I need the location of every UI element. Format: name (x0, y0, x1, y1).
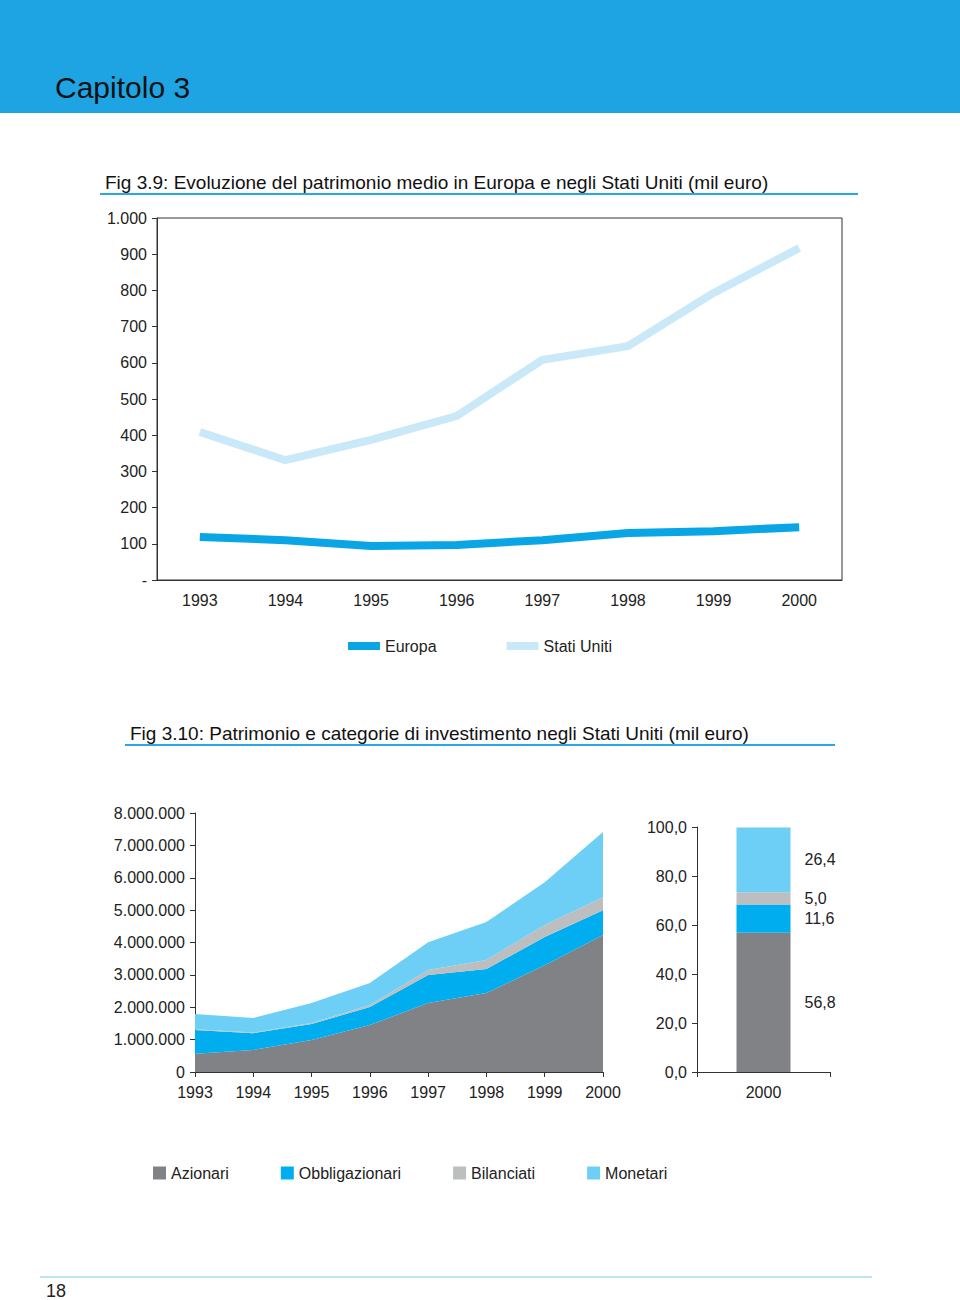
svg-text:80,0: 80,0 (656, 868, 687, 885)
svg-text:2000: 2000 (585, 1084, 621, 1101)
svg-text:300: 300 (120, 463, 147, 480)
svg-text:20,0: 20,0 (656, 1015, 687, 1032)
svg-text:Stati Uniti: Stati Uniti (544, 638, 612, 655)
svg-text:1994: 1994 (235, 1084, 271, 1101)
svg-text:800: 800 (120, 282, 147, 299)
svg-text:3.000.000: 3.000.000 (114, 966, 185, 983)
svg-text:Obbligazionari: Obbligazionari (299, 1165, 401, 1182)
svg-text:1996: 1996 (352, 1084, 388, 1101)
svg-text:700: 700 (120, 318, 147, 335)
svg-text:1996: 1996 (439, 592, 475, 609)
svg-text:100,0: 100,0 (647, 819, 687, 836)
svg-text:4.000.000: 4.000.000 (114, 934, 185, 951)
svg-text:56,8: 56,8 (805, 994, 836, 1011)
svg-text:6.000.000: 6.000.000 (114, 869, 185, 886)
svg-text:7.000.000: 7.000.000 (114, 837, 185, 854)
svg-text:Monetari: Monetari (605, 1165, 667, 1182)
svg-text:26,4: 26,4 (805, 851, 836, 868)
svg-text:1.000: 1.000 (107, 210, 147, 227)
svg-text:400: 400 (120, 427, 147, 444)
svg-text:5.000.000: 5.000.000 (114, 902, 185, 919)
svg-text:0: 0 (176, 1064, 185, 1081)
svg-text:1995: 1995 (353, 592, 389, 609)
svg-text:18: 18 (46, 1281, 66, 1300)
svg-text:1998: 1998 (469, 1084, 505, 1101)
svg-text:Fig 3.10: Patrimonio e categor: Fig 3.10: Patrimonio e categorie di inve… (130, 723, 749, 744)
svg-text:Capitolo 3: Capitolo 3 (55, 71, 190, 104)
svg-text:1997: 1997 (525, 592, 561, 609)
svg-text:600: 600 (120, 354, 147, 371)
svg-text:60,0: 60,0 (656, 917, 687, 934)
svg-text:1.000.000: 1.000.000 (114, 1031, 185, 1048)
svg-text:40,0: 40,0 (656, 966, 687, 983)
svg-text:11,6: 11,6 (805, 910, 835, 927)
svg-text:100: 100 (120, 535, 147, 552)
svg-text:Fig 3.9: Evoluzione del patrim: Fig 3.9: Evoluzione del patrimonio medio… (105, 172, 768, 193)
svg-text:1997: 1997 (410, 1084, 446, 1101)
svg-text:1995: 1995 (294, 1084, 330, 1101)
svg-text:1994: 1994 (268, 592, 304, 609)
svg-text:2000: 2000 (746, 1084, 782, 1101)
svg-text:-: - (142, 572, 147, 589)
svg-text:2.000.000: 2.000.000 (114, 999, 185, 1016)
svg-text:1999: 1999 (527, 1084, 563, 1101)
svg-text:1998: 1998 (610, 592, 646, 609)
svg-text:200: 200 (120, 499, 147, 516)
svg-text:0,0: 0,0 (665, 1064, 687, 1081)
svg-text:Bilanciati: Bilanciati (471, 1165, 535, 1182)
svg-text:Azionari: Azionari (171, 1165, 229, 1182)
svg-text:Europa: Europa (385, 638, 437, 655)
svg-text:500: 500 (120, 391, 147, 408)
svg-text:5,0: 5,0 (805, 890, 827, 907)
svg-text:2000: 2000 (781, 592, 817, 609)
svg-text:1993: 1993 (177, 1084, 213, 1101)
svg-text:1999: 1999 (696, 592, 732, 609)
svg-text:900: 900 (120, 246, 147, 263)
svg-text:1993: 1993 (182, 592, 218, 609)
svg-text:8.000.000: 8.000.000 (114, 805, 185, 822)
